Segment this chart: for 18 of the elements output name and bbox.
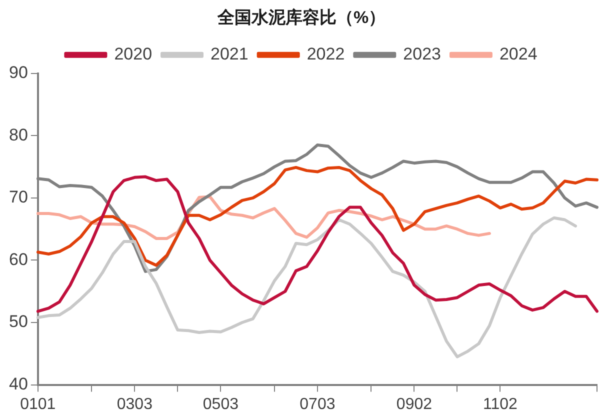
legend-label: 2023 [403, 44, 441, 64]
x-tick-label: 1102 [483, 396, 518, 413]
y-tick-label: 40 [8, 374, 28, 394]
chart-title: 全国水泥库容比（%） [216, 8, 386, 27]
y-tick-label: 90 [8, 63, 28, 82]
legend-label: 2020 [114, 44, 152, 64]
y-tick-label: 70 [8, 188, 28, 207]
legend-label: 2022 [306, 44, 345, 64]
x-tick-label: 0101 [20, 396, 56, 413]
y-tick-label: 60 [8, 250, 28, 269]
x-tick-label: 0902 [396, 396, 432, 413]
x-tick-label: 0303 [116, 396, 153, 413]
legend-label: 2024 [499, 44, 538, 64]
x-tick-label: 0703 [300, 396, 336, 413]
legend-label: 2021 [210, 44, 248, 64]
y-tick-label: 80 [8, 125, 28, 144]
x-tick-label: 0503 [202, 396, 239, 413]
y-tick-label: 50 [8, 312, 28, 332]
